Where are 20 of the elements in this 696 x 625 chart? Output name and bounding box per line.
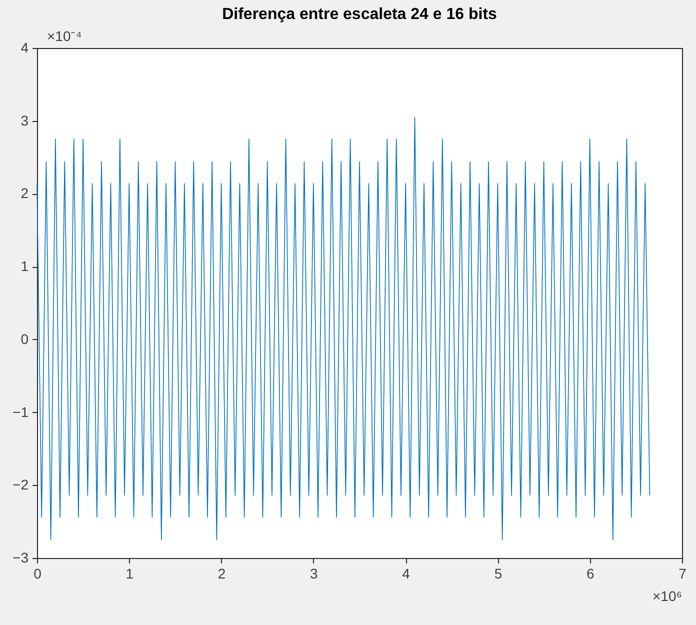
x-tick-label: 3 <box>310 566 318 582</box>
line-series <box>36 116 650 540</box>
x-tick-label: 5 <box>494 566 502 582</box>
x-tick-label: 4 <box>402 566 410 582</box>
x-tick-label: 2 <box>218 566 226 582</box>
y-tick-label: −2 <box>12 476 29 493</box>
x-tick-label: 0 <box>34 566 42 582</box>
y-tick-label: 1 <box>20 258 29 274</box>
y-tick-label: 2 <box>20 185 29 202</box>
x-tick-label: 1 <box>126 566 134 582</box>
y-tick-label: 3 <box>20 112 29 128</box>
y-tick-label: −3 <box>12 550 29 566</box>
x-tick-label: 7 <box>678 566 687 582</box>
y-tick-label: 4 <box>20 40 29 56</box>
text: ×10⁻⁴ <box>47 28 82 44</box>
y-tick-label: −1 <box>12 404 29 420</box>
text: ×10⁶ <box>652 588 682 604</box>
chart-title: Diferença entre escaleta 24 e 16 bits <box>222 6 498 23</box>
y-tick-label: 0 <box>20 330 29 347</box>
x-tick-label: 6 <box>586 566 594 582</box>
